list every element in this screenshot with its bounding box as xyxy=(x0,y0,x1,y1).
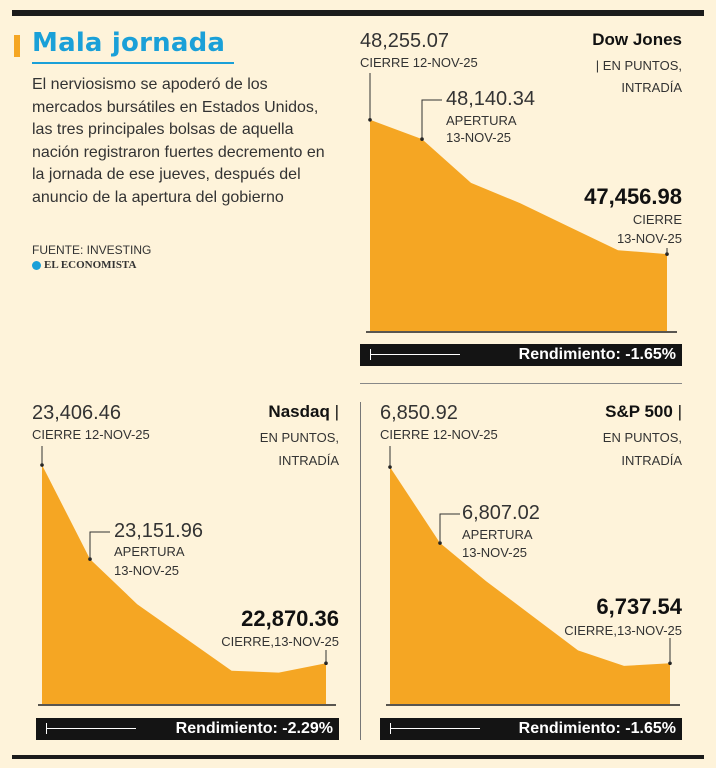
nasdaq-close-value: 22,870.36 xyxy=(241,606,339,631)
sp500-performance-bar: Rendimiento: -1.65% xyxy=(380,718,682,740)
headline-underline xyxy=(32,62,234,64)
dow-close-label-1: CIERRE xyxy=(632,212,682,227)
sp500-open-point xyxy=(438,541,442,545)
panel-divider xyxy=(360,402,361,740)
brand-name: EL ECONOMISTA xyxy=(44,259,137,271)
sp500-panel: 6,850.92 CIERRE 12-NOV-25 6,807.02 APERT… xyxy=(380,398,682,740)
nasdaq-panel: 23,406.46 CIERRE 12-NOV-25 23,151.96 APE… xyxy=(32,398,339,740)
nasdaq-performance-bar: Rendimiento: -2.29% xyxy=(36,718,339,740)
sp500-open-leader xyxy=(439,513,460,544)
nasdaq-open-label-2: 13-NOV-25 xyxy=(114,563,180,578)
sp500-first-label: CIERRE 12-NOV-25 xyxy=(380,427,498,442)
dow-jones-chart xyxy=(366,73,677,333)
source-credit: FUENTE: INVESTING xyxy=(32,243,152,257)
headline-accent-bar xyxy=(14,35,20,57)
section-divider xyxy=(360,383,682,384)
bottom-rule xyxy=(12,755,704,759)
dow-first-value: 48,255.07 xyxy=(360,30,449,52)
nasdaq-unit-1: EN PUNTOS, xyxy=(259,430,339,445)
nasdaq-title: Nasdaq | xyxy=(268,402,339,421)
nasdaq-performance-line xyxy=(46,728,136,729)
nasdaq-chart xyxy=(38,446,336,706)
dow-performance-bar: Rendimiento: -1.65% xyxy=(360,344,682,366)
sp500-close-value: 6,737.54 xyxy=(596,594,682,619)
dow-open-value: 48,140.34 xyxy=(446,88,535,110)
headline: Mala jornada xyxy=(32,28,226,58)
dow-open-leader xyxy=(421,99,442,140)
top-rule xyxy=(12,10,704,16)
sp500-area-series xyxy=(390,467,670,704)
nasdaq-unit-2: INTRADÍA xyxy=(278,453,339,468)
sp500-first-value: 6,850.92 xyxy=(380,402,458,424)
sp500-open-value: 6,807.02 xyxy=(462,502,540,524)
dow-open-label-2: 13-NOV-25 xyxy=(446,130,512,145)
dow-close-label-2: 13-NOV-25 xyxy=(616,231,682,246)
nasdaq-first-value: 23,406.46 xyxy=(32,402,121,424)
nasdaq-open-value: 23,151.96 xyxy=(114,520,203,542)
sp500-unit-2: INTRADÍA xyxy=(621,453,682,468)
sp500-performance-line xyxy=(390,728,480,729)
sp500-open-label-2: 13-NOV-25 xyxy=(462,545,528,560)
sp500-chart xyxy=(386,446,680,706)
dow-unit-2: INTRADÍA xyxy=(621,80,682,95)
nasdaq-title-text: Nasdaq xyxy=(268,402,330,421)
nasdaq-area-series xyxy=(42,465,326,704)
lead-paragraph: El nerviosismo se apoderó de los mercado… xyxy=(32,76,325,206)
dow-close-value: 47,456.98 xyxy=(584,184,682,209)
nasdaq-first-label: CIERRE 12-NOV-25 xyxy=(32,427,150,442)
nasdaq-performance-text: Rendimiento: -2.29% xyxy=(175,720,333,737)
sp500-close-label: CIERRE,13-NOV-25 xyxy=(564,623,682,638)
dow-jones-panel: 48,255.07 CIERRE 12-NOV-25 48,140.34 APE… xyxy=(360,28,682,368)
sp500-performance-text: Rendimiento: -1.65% xyxy=(518,720,676,737)
sp500-open-label-1: APERTURA xyxy=(462,527,533,542)
dow-performance-line xyxy=(370,354,460,355)
brand-globe-icon xyxy=(32,260,41,270)
nasdaq-close-label: CIERRE,13-NOV-25 xyxy=(221,634,339,649)
dow-unit-1: | EN PUNTOS, xyxy=(595,58,682,73)
dow-open-label-1: APERTURA xyxy=(446,113,517,128)
dow-performance-text: Rendimiento: -1.65% xyxy=(518,346,676,363)
dow-title: Dow Jones xyxy=(592,30,682,49)
sp500-title-text: S&P 500 xyxy=(605,402,673,421)
dow-area-series xyxy=(370,119,667,331)
nasdaq-open-leader xyxy=(89,531,110,560)
brand-logo: EL ECONOMISTA xyxy=(32,259,136,271)
sp500-unit-1: EN PUNTOS, xyxy=(602,430,682,445)
nasdaq-open-label-1: APERTURA xyxy=(114,544,185,559)
sp500-title: S&P 500 | xyxy=(605,402,682,421)
dow-first-label: CIERRE 12-NOV-25 xyxy=(360,55,478,70)
